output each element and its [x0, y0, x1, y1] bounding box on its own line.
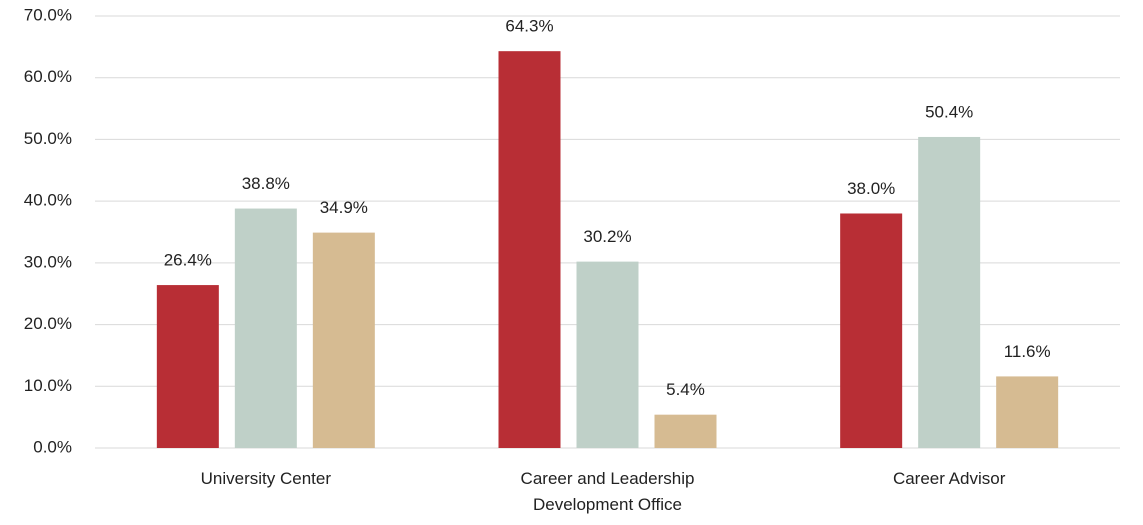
data-label: 11.6% [1004, 342, 1051, 361]
data-label: 38.8% [242, 174, 290, 193]
bar [156, 285, 219, 448]
bar [234, 208, 297, 448]
data-label: 64.3% [505, 17, 553, 36]
data-label: 26.4% [164, 251, 212, 270]
bar [918, 136, 981, 448]
y-tick-label: 60.0% [24, 67, 72, 86]
data-label: 50.4% [925, 102, 973, 121]
bar [312, 232, 375, 448]
x-tick-label: University Center [200, 469, 332, 488]
x-tick-label: Career and Leadership Development Office [520, 469, 695, 514]
y-tick-label: 50.0% [24, 129, 72, 148]
y-tick-label: 0.0% [33, 437, 72, 456]
data-label: 38.0% [847, 179, 895, 198]
bar [576, 261, 639, 448]
bar [996, 376, 1059, 448]
y-tick-label: 30.0% [24, 252, 72, 271]
x-tick-label: Career Advisor [892, 469, 1006, 488]
data-label: 5.4% [666, 380, 705, 399]
y-tick-label: 10.0% [24, 376, 72, 395]
data-label: 34.9% [320, 198, 368, 217]
y-tick-label: 20.0% [24, 314, 72, 333]
y-tick-label: 40.0% [24, 191, 72, 210]
y-tick-label: 70.0% [24, 5, 72, 24]
bar [840, 213, 903, 448]
data-label: 30.2% [583, 227, 631, 246]
bar [654, 414, 717, 448]
bar [498, 51, 561, 448]
